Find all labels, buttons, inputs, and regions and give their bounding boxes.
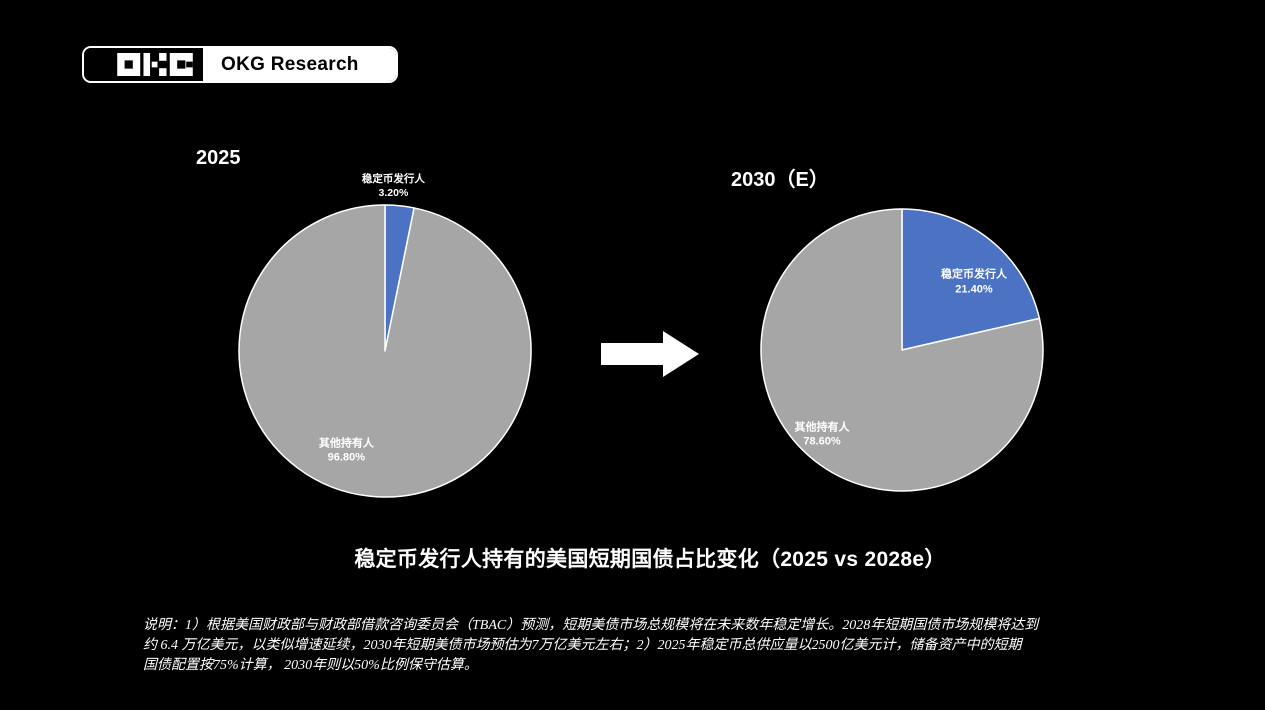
pie-slice-other-holders (760, 208, 1044, 492)
pie-label-stablecoin-issuers: 稳定币发行人 21.40% (941, 268, 1007, 297)
footnote-line-2: 约 6.4 万亿美元，以类似增速延续，2030年短期美债市场预估为7万亿美元左右… (143, 638, 1022, 653)
pie-label-text: 稳定币发行人 (361, 173, 425, 186)
pie-label-text: 稳定币发行人 (940, 268, 1007, 281)
footnote-line-1: 说明：1）根据美国财政部与财政部借款咨询委员会（TBAC）预测，短期美债市场总规… (143, 618, 1039, 633)
pie-label-other-holders: 其他持有人 96.80% (319, 436, 374, 465)
pie-2025-svg (238, 204, 532, 498)
logo-brand-text: OKG Research (203, 48, 396, 81)
footnote-line-3: 国债配置按75%计算， 2030年则以50%比例保守估算。 (143, 658, 478, 673)
pie-label-value: 78.60% (803, 435, 841, 448)
chart-title-2025: 2025 (196, 147, 241, 169)
pie-slice-stablecoin-issuers (901, 208, 1041, 351)
okg-pixel-glyph-icon (117, 53, 193, 76)
pie-label-value: 21.40% (955, 283, 993, 296)
pie-chart-2025: 稳定币发行人 3.20% 其他持有人 96.80% (225, 173, 545, 511)
pie-chart-2030e: 稳定币发行人 21.40% 其他持有人 78.60% (742, 190, 1062, 510)
okg-research-logo: OKG Research (82, 46, 398, 83)
okg-logo-mark (84, 48, 203, 81)
footnote: 说明：1）根据美国财政部与财政部借款咨询委员会（TBAC）预测，短期美债市场总规… (143, 616, 1038, 676)
main-title: 稳定币发行人持有的美国短期国债占比变化（2025 vs 2028e） (354, 548, 946, 571)
pie-label-value: 3.20% (378, 187, 409, 200)
arrow-right-icon (601, 331, 699, 377)
pie-label-other-holders: 其他持有人 78.60% (795, 420, 850, 449)
chart-title-2030e: 2030（E） (731, 169, 829, 191)
pie-label-stablecoin-issuers: 稳定币发行人 3.20% (362, 173, 425, 201)
pie-label-text: 其他持有人 (318, 437, 374, 450)
pie-slice-other-holders (238, 204, 532, 498)
pie-label-value: 96.80% (327, 451, 365, 464)
pie-2030e-svg (760, 208, 1044, 492)
pie-label-text: 其他持有人 (794, 421, 850, 434)
